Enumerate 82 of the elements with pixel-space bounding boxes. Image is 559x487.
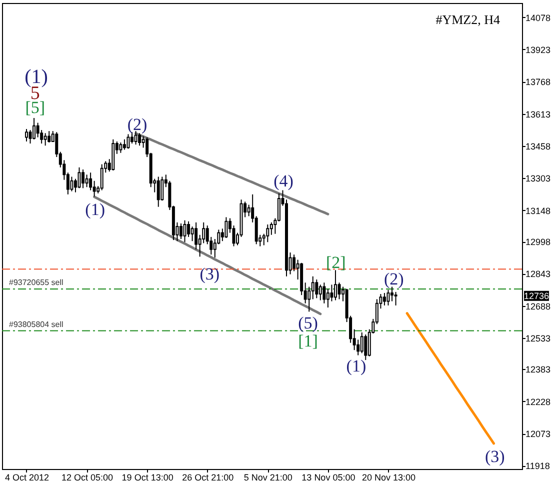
annotation: (3) [200, 264, 220, 284]
candlestick [183, 220, 186, 243]
candlestick [100, 164, 104, 191]
annotation: [1] [298, 332, 318, 351]
y-tick-label: 13768 [526, 77, 551, 88]
candlestick [292, 254, 296, 272]
annotation: (2) [127, 115, 148, 134]
y-tick-label: 12533 [526, 334, 551, 344]
candlestick [338, 282, 341, 300]
candlestick [32, 117, 36, 140]
candlestick [318, 284, 322, 301]
line-series [134, 132, 330, 216]
candlestick [85, 174, 88, 188]
annotation: (1) [346, 356, 366, 376]
y-tick-label: 13303 [526, 174, 551, 184]
candlestick [126, 134, 130, 150]
candlestick [390, 286, 394, 302]
ref-line-label: #93720655 sell [9, 278, 64, 288]
candlestick [194, 222, 198, 250]
candlestick [386, 289, 390, 306]
candlestick [322, 282, 326, 304]
y-tick-label: 12228 [526, 396, 551, 407]
candlestick [224, 216, 228, 238]
candlestick [122, 138, 126, 150]
candlestick [70, 176, 74, 192]
x-tick-label: 13 Nov 05:00 [302, 472, 356, 482]
x-tick-label: 12 Oct 05:00 [62, 472, 114, 482]
text: #YMZ2, H4 [436, 12, 500, 27]
y-tick-label: 13148 [526, 206, 551, 216]
candlestick [119, 142, 122, 154]
candlestick [277, 192, 280, 222]
x-tick-label: 5 Nov 21:00 [244, 472, 292, 482]
line-series [406, 312, 495, 445]
y-tick-label: 14078 [526, 12, 551, 23]
annotation: (5) [298, 313, 318, 332]
candlestick [89, 172, 92, 191]
candlestick [130, 132, 134, 144]
annotation: (2) [384, 269, 404, 288]
y-tick-label: 11918 [526, 461, 550, 472]
candlestick [82, 168, 85, 189]
candlestick [138, 132, 142, 146]
candlestick [28, 130, 32, 144]
candlestick [266, 224, 270, 243]
candlestick [326, 288, 330, 308]
candlestick [92, 180, 96, 197]
candlestick [330, 284, 334, 302]
x-tick-label: 20 Nov 13:00 [362, 472, 416, 482]
candlestick [308, 286, 311, 312]
y-tick-label: 13923 [526, 44, 551, 55]
annotation: (1) [24, 66, 48, 88]
annotation: (1) [85, 200, 105, 219]
candlestick [187, 220, 190, 238]
candlestick [78, 166, 81, 189]
candlestick [190, 226, 194, 242]
y-tick-label: 13458 [526, 142, 551, 152]
y-tick-label: 13613 [526, 109, 551, 120]
annotation: (3) [484, 447, 505, 466]
y-tick-label: 12843 [526, 269, 551, 280]
y-tick-label: 12073 [526, 429, 551, 440]
y-tick-label: 12998 [526, 237, 551, 247]
candlestick [48, 130, 51, 143]
candlestick [44, 132, 47, 146]
candlestick [334, 270, 337, 301]
x-tick-label: 4 Oct 2012 [4, 472, 50, 482]
x-tick-label: 19 Oct 13:00 [122, 472, 174, 482]
candlestick [394, 291, 398, 306]
candlestick [382, 292, 386, 306]
candlestick [315, 278, 318, 299]
candlestick [311, 276, 314, 300]
candlestick [360, 332, 364, 354]
annotation: (4) [274, 172, 294, 191]
candlestick [247, 204, 250, 217]
candlestick [364, 334, 368, 361]
y-tick-label: 12688 [526, 301, 551, 312]
candlestick [156, 176, 160, 208]
candlestick [179, 222, 182, 240]
candlestick [270, 222, 273, 236]
ref-line-label: #93805804 sell [9, 320, 64, 329]
y-tick-label: 12383 [526, 364, 551, 375]
x-tick-label: 26 Oct 21:00 [182, 472, 234, 482]
annotation: [2] [326, 253, 346, 272]
candlestick [24, 128, 28, 142]
